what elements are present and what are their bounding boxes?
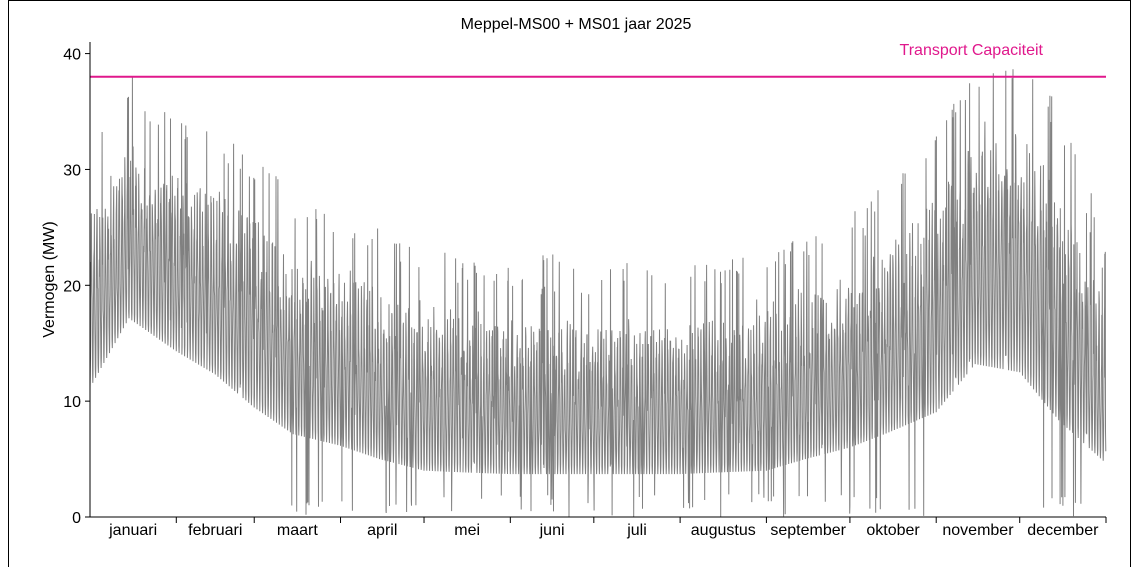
chart-frame [8, 0, 1131, 567]
y-tick-label: 20 [63, 278, 81, 295]
y-axis-label: Vermogen (MW) [41, 221, 58, 337]
series-group [89, 69, 1107, 517]
x-tick-label: juli [626, 522, 647, 539]
x-tick-label: oktober [866, 522, 920, 539]
capacity-label: Transport Capaciteit [900, 42, 1044, 59]
x-tick-label: mei [454, 522, 480, 539]
axes: 0 10 20 30 40 januari februari maart april mei jun… [63, 42, 1107, 539]
x-tick-label: februari [188, 522, 242, 539]
x-tick-label: augustus [691, 522, 756, 539]
x-tick-label: december [1027, 522, 1099, 539]
x-tick-label: maart [277, 522, 318, 539]
x-tick-label: november [942, 522, 1014, 539]
x-tick-label: april [367, 522, 397, 539]
x-tick-label: januari [108, 522, 157, 539]
y-tick-label: 40 [63, 47, 81, 64]
x-tick-label: juni [539, 522, 565, 539]
y-tick-label: 10 [63, 394, 81, 411]
y-tick-label: 30 [63, 162, 81, 179]
series-line [89, 69, 1107, 517]
chart-title: Meppel-MS00 + MS01 jaar 2025 [461, 16, 692, 33]
x-tick-label: september [770, 522, 846, 539]
y-tick-label: 0 [72, 510, 81, 527]
